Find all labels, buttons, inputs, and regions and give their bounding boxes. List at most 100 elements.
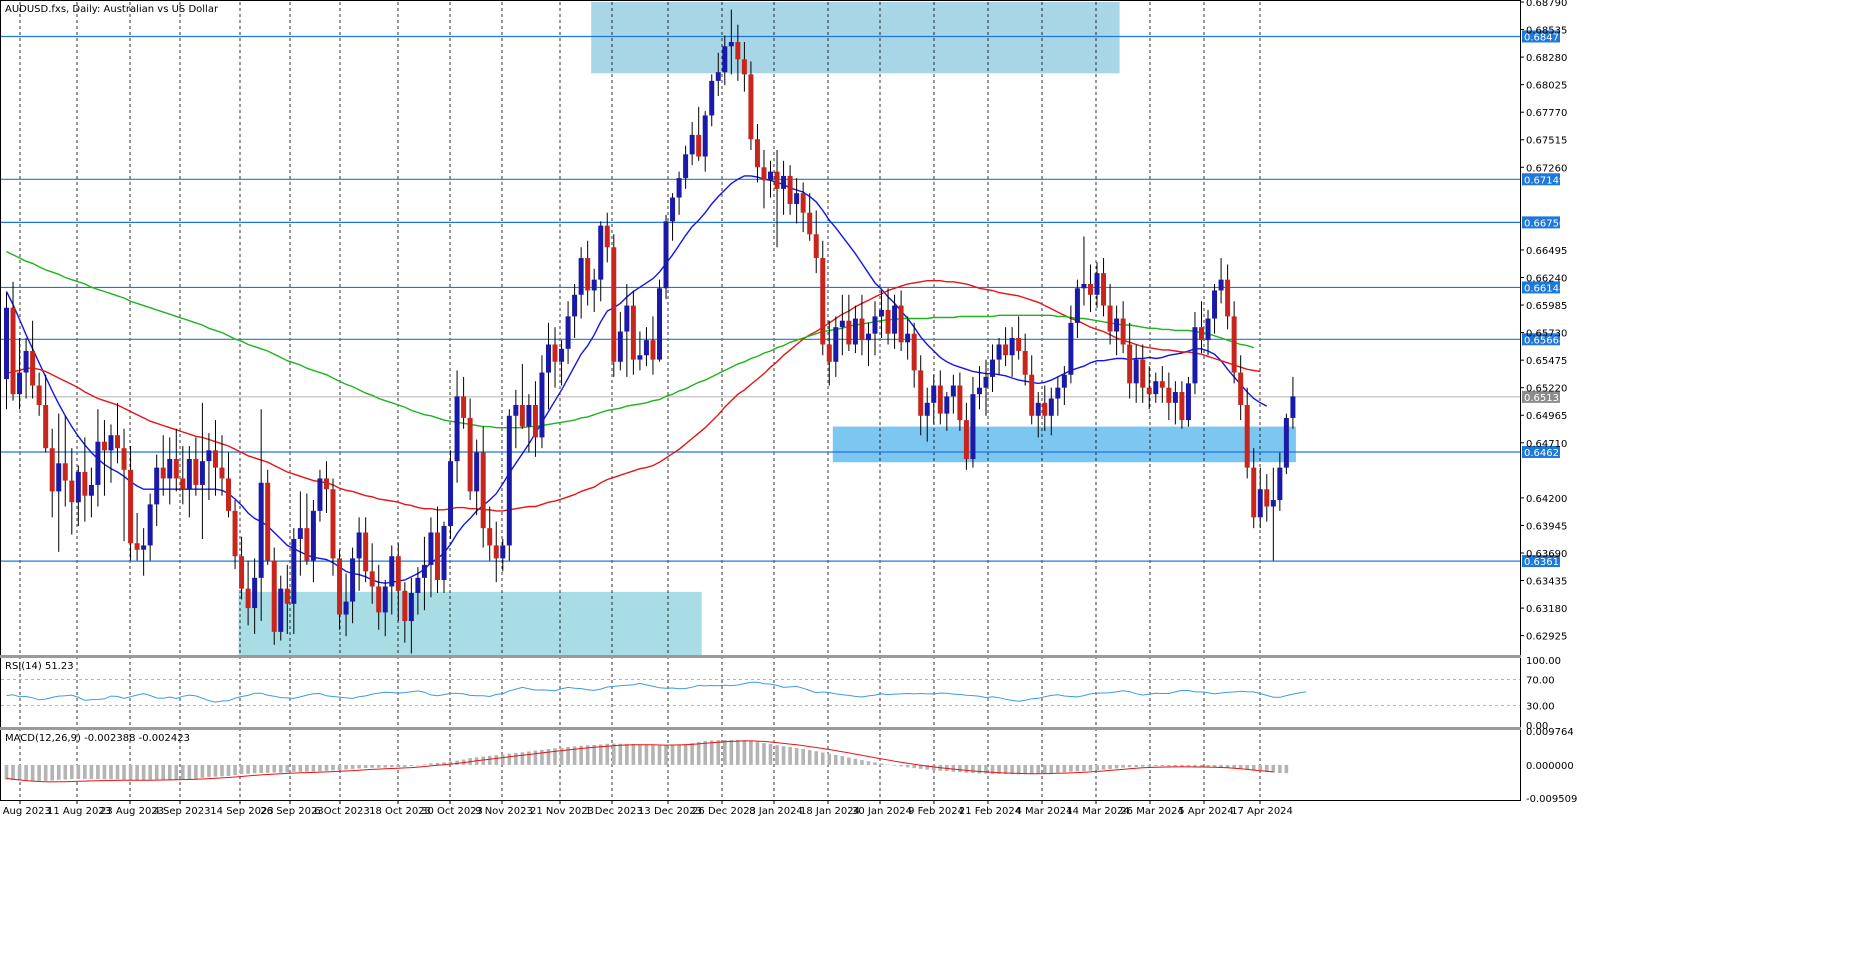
candle-body	[983, 376, 989, 388]
macd-bar	[83, 764, 87, 779]
candle-body	[448, 461, 454, 526]
rsi-title: RSI(14) 51.23	[5, 661, 74, 672]
candle-body	[10, 307, 16, 395]
macd-bar	[24, 764, 28, 781]
macd-bar	[618, 743, 623, 765]
candle-body	[30, 350, 36, 386]
macd-bar	[807, 750, 812, 765]
candle-body	[154, 467, 160, 505]
date-label: 14 Sep 2023	[210, 806, 273, 817]
macd-bar	[220, 764, 224, 777]
candle-body	[363, 532, 369, 572]
candle-body	[715, 72, 721, 81]
date-label: 18 Jan 2024	[800, 806, 860, 817]
grid-layer	[19, 2, 1261, 800]
date-label: 26 Mar 2024	[1120, 806, 1183, 817]
macd-bar	[670, 744, 675, 765]
macd-bar	[951, 764, 956, 772]
candle-body	[526, 404, 532, 427]
macd-bar	[638, 744, 642, 765]
macd-bar	[324, 764, 329, 771]
date-label: 11 Aug 2023	[47, 806, 111, 817]
macd-bar	[122, 764, 126, 780]
macd-bar	[1271, 764, 1276, 773]
level-label: 0.66750	[1524, 218, 1565, 229]
price-tick-label: 0.66240	[1526, 273, 1567, 284]
macd-bar	[1101, 764, 1106, 770]
macd-bar	[331, 764, 335, 771]
candle-body	[395, 556, 401, 591]
macd-bar	[226, 764, 231, 776]
macd-bar	[964, 764, 969, 773]
macd-bar	[161, 764, 166, 780]
candle-body	[23, 350, 29, 373]
candle-body	[657, 288, 662, 360]
date-label: 1 Dec 2023	[585, 806, 643, 817]
candle-body	[291, 538, 297, 604]
level-label: 0.63615	[1524, 557, 1565, 568]
macd-bar	[540, 749, 544, 765]
candle-body	[258, 482, 264, 578]
macd-bar	[239, 764, 244, 775]
candle-body	[1074, 288, 1080, 323]
candle-body	[1133, 359, 1139, 384]
candle-body	[735, 41, 741, 60]
rsi-tick-label: 0.00	[1526, 721, 1548, 732]
candle-body	[748, 74, 754, 140]
macd-bar	[416, 764, 420, 766]
candle-body	[865, 333, 871, 341]
macd-bar	[43, 764, 48, 781]
macd-bar	[285, 764, 290, 773]
candle-body	[879, 309, 885, 317]
candle-body	[813, 234, 819, 259]
candle-body	[408, 592, 414, 622]
candle-body	[892, 305, 898, 334]
macd-bar	[1251, 764, 1256, 771]
candle-body	[996, 344, 1002, 360]
pane-separator-1	[0, 655, 1521, 658]
macd-bar	[1180, 764, 1184, 767]
macd-bar	[886, 764, 890, 766]
candle-body	[950, 385, 956, 397]
candle-body	[147, 504, 153, 546]
candle-body	[1231, 316, 1237, 373]
candle-body	[513, 404, 519, 416]
candle-body	[768, 171, 774, 181]
candle-body	[1003, 344, 1009, 356]
candle-body	[552, 344, 558, 362]
candle-body	[1179, 392, 1185, 421]
macd-bar	[709, 740, 714, 765]
macd-bar	[742, 740, 747, 765]
candle-body	[160, 467, 166, 479]
macd-bar	[605, 743, 610, 765]
rsi-tick-label: 30.00	[1526, 702, 1555, 713]
macd-bar	[814, 751, 819, 765]
candle-body	[199, 461, 205, 485]
candle-body	[1035, 402, 1041, 416]
candle-body	[1127, 344, 1133, 384]
candle-body	[787, 175, 793, 205]
candle-body	[1218, 279, 1224, 291]
candle-body	[1146, 387, 1152, 395]
macd-bar	[520, 752, 525, 765]
candle-body	[128, 469, 134, 544]
candle-body	[957, 385, 963, 421]
macd-tick-label: 0.009764	[1526, 727, 1574, 738]
candle-body	[219, 467, 225, 479]
candle-body	[382, 586, 388, 613]
candle-body	[559, 348, 565, 362]
candle-body	[539, 372, 545, 438]
price-tick-label: 0.68790	[1526, 0, 1567, 9]
macd-bar	[1134, 764, 1138, 767]
macd-bar	[866, 761, 871, 765]
macd-bar	[1284, 764, 1289, 774]
date-label: 4 Mar 2024	[1015, 806, 1072, 817]
candle-body	[415, 577, 421, 593]
macd-bar	[422, 764, 427, 765]
macd-bar	[128, 764, 133, 780]
macd-bar	[265, 764, 270, 773]
candle-body	[1016, 337, 1022, 351]
candle-body	[944, 396, 950, 414]
macd-bar	[794, 748, 799, 765]
